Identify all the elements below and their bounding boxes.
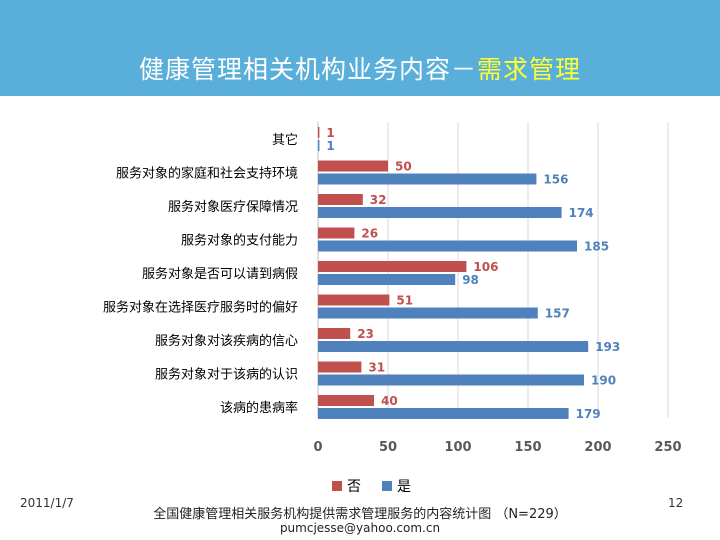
- slide-title: 健康管理相关机构业务内容－需求管理: [0, 50, 720, 86]
- data-label: 157: [545, 307, 570, 321]
- bar-yes: [318, 240, 577, 252]
- x-tick-label: 200: [584, 440, 611, 455]
- legend-swatch-yes: [382, 481, 392, 491]
- data-label: 31: [368, 361, 385, 375]
- x-tick-label: 0: [313, 440, 322, 455]
- data-label: 98: [462, 273, 479, 287]
- data-label: 185: [584, 240, 609, 254]
- data-label: 51: [396, 294, 413, 308]
- bar-no: [318, 127, 320, 138]
- bar-chart: 0 50 100 150 200 250 其它 11 服务对象的家庭和社会支持环境 50 156 服务…: [103, 122, 682, 495]
- x-tick-label: 250: [654, 440, 681, 455]
- bar-yes: [318, 408, 569, 419]
- bar-no: [318, 395, 374, 406]
- data-label: 106: [473, 260, 498, 274]
- bar-no: [318, 328, 351, 339]
- data-label: 190: [591, 374, 616, 388]
- author-email: pumcjesse@yahoo.com.cn: [279, 521, 441, 535]
- category-label: 其它: [272, 132, 298, 148]
- data-label: 193: [595, 340, 620, 354]
- bar-no: [318, 227, 355, 239]
- bar-yes: [318, 140, 320, 151]
- data-label: 26: [361, 227, 378, 241]
- slide-title-accent: 需求管理: [477, 55, 582, 84]
- bar-no: [318, 160, 388, 172]
- bar-no: [318, 194, 363, 205]
- category-label: 服务对象对于该病的认识: [155, 367, 298, 383]
- slide-header: 健康管理相关机构业务内容－需求管理: [0, 0, 720, 96]
- slide-title-prefix: 健康管理相关机构业务内容－: [138, 55, 477, 84]
- legend-label: 否: [347, 479, 361, 495]
- data-label: 1: [326, 126, 334, 140]
- data-label: 23: [357, 327, 374, 341]
- chart-caption: 全国健康管理相关服务机构提供需求管理服务的内容统计图 （N=229）: [153, 507, 567, 522]
- bar-no: [318, 361, 362, 373]
- page-number: 12: [668, 496, 684, 510]
- data-label: 40: [381, 394, 398, 408]
- category-label: 服务对象是否可以请到病假: [142, 266, 298, 282]
- bar-yes: [318, 274, 456, 285]
- bar-yes: [318, 207, 562, 218]
- data-label: 174: [569, 206, 594, 220]
- bar-yes: [318, 173, 537, 185]
- bar-yes: [318, 374, 584, 386]
- data-label: 179: [576, 407, 601, 421]
- data-label: 50: [395, 160, 412, 174]
- category-label: 服务对象的支付能力: [181, 233, 298, 249]
- bar-no: [318, 261, 467, 272]
- category-label: 服务对象医疗保障情况: [168, 199, 298, 215]
- x-tick-label: 150: [514, 440, 541, 455]
- bar-yes: [318, 307, 538, 319]
- data-label: 32: [370, 193, 387, 207]
- category-label: 服务对象对该疾病的信心: [155, 333, 298, 349]
- x-tick-label: 100: [444, 440, 471, 455]
- category-label: 该病的患病率: [220, 400, 298, 416]
- bar-no: [318, 294, 390, 306]
- category-label: 服务对象的家庭和社会支持环境: [116, 166, 298, 182]
- data-label: 156: [543, 173, 568, 187]
- legend-swatch-no: [332, 481, 342, 491]
- data-label: 1: [326, 139, 334, 153]
- x-tick-label: 50: [379, 440, 397, 455]
- legend-label: 是: [397, 479, 411, 495]
- category-label: 服务对象在选择医疗服务时的偏好: [103, 300, 298, 316]
- bar-yes: [318, 341, 589, 352]
- footer-date: 2011/1/7: [20, 496, 74, 510]
